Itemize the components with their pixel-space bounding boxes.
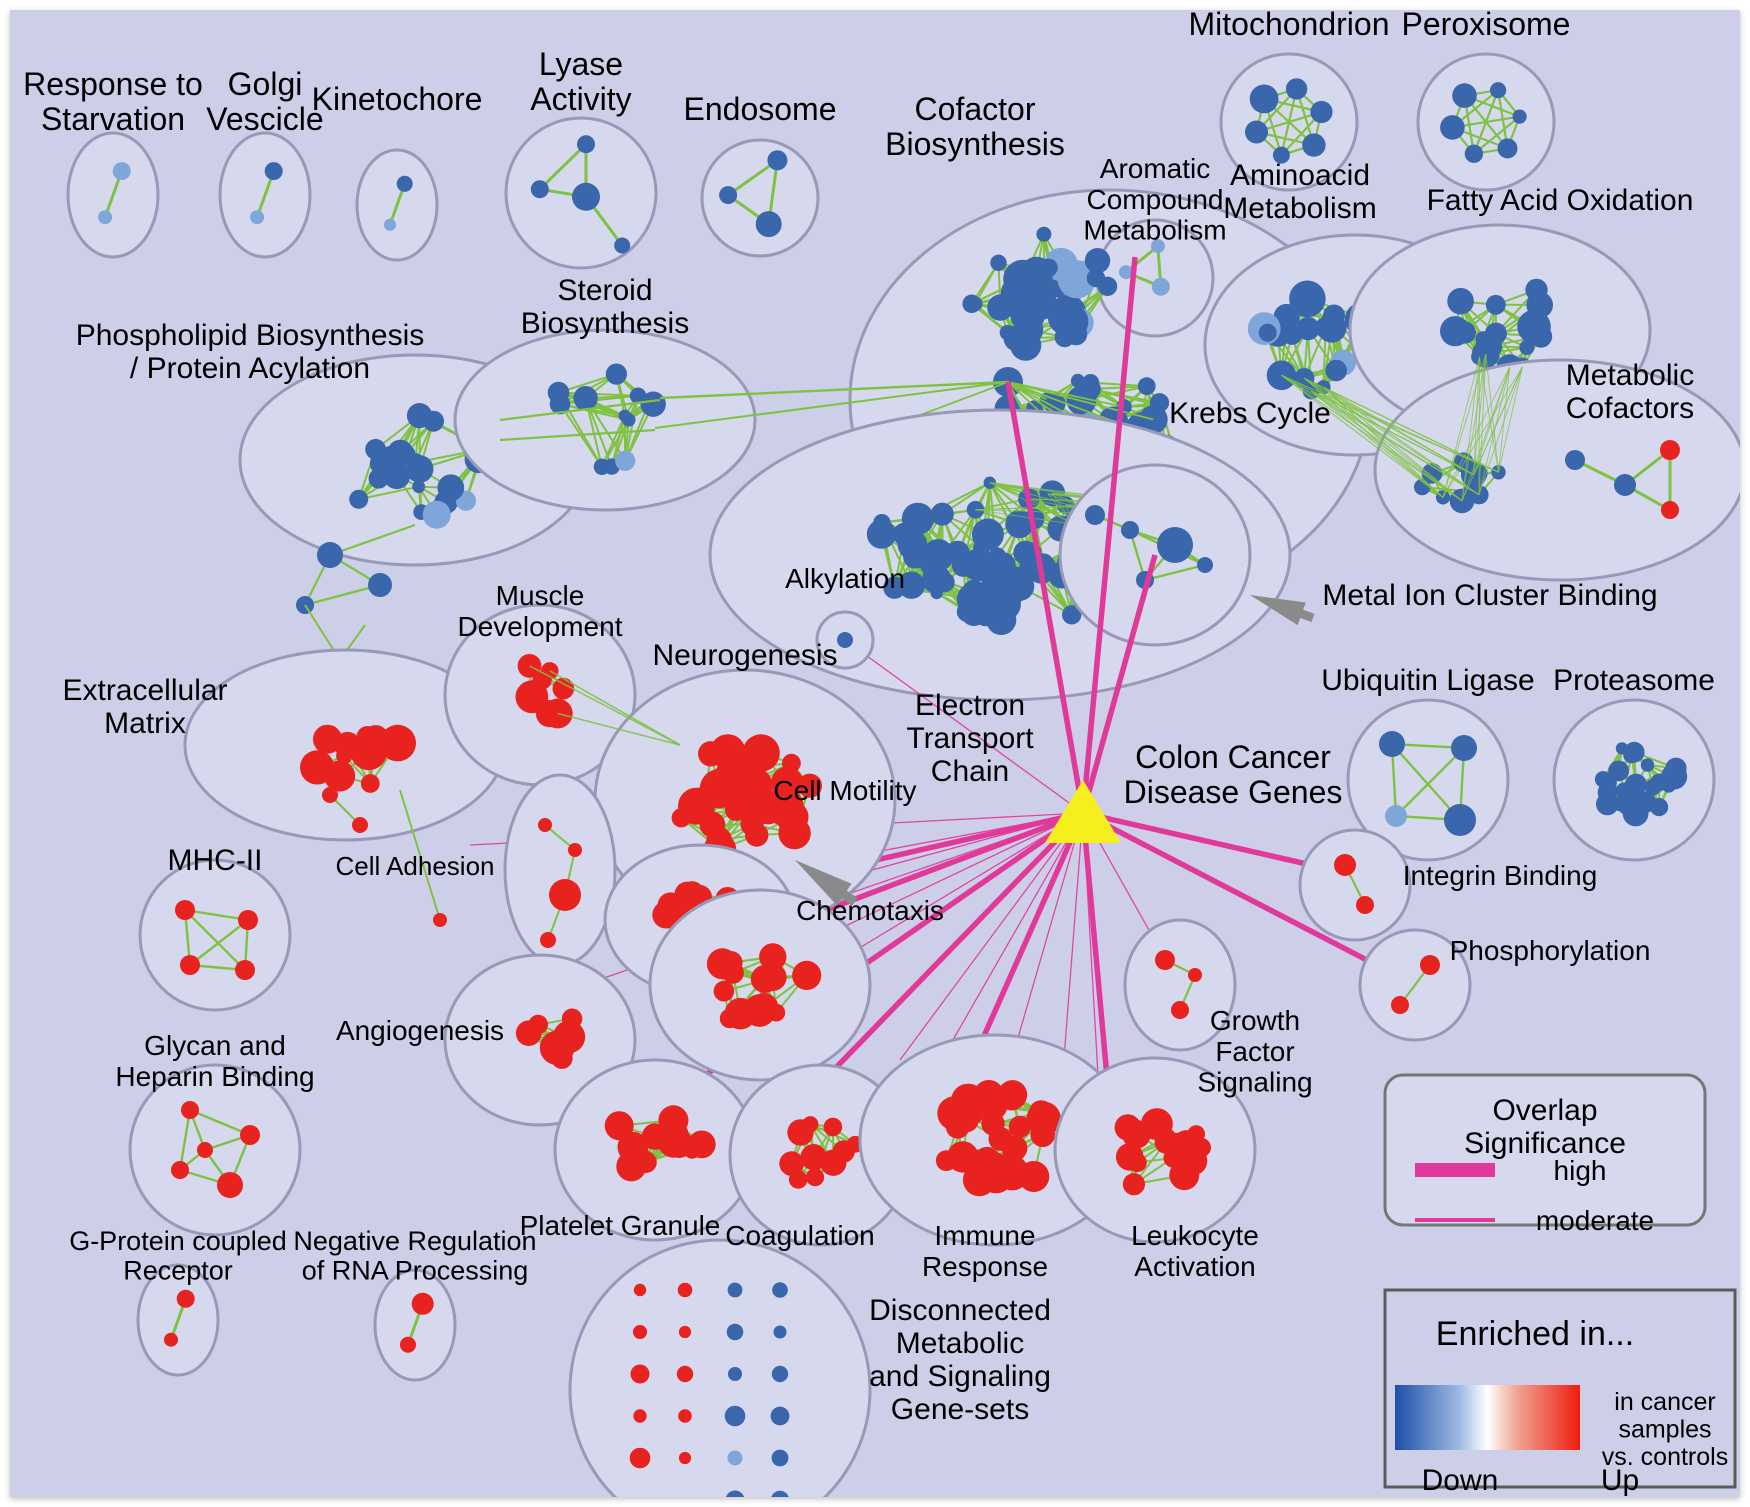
svg-text:high: high: [1554, 1155, 1607, 1186]
svg-text:Proteasome: Proteasome: [1553, 664, 1715, 697]
svg-text:Angiogenesis: Angiogenesis: [336, 1015, 504, 1046]
svg-text:Cell Motility: Cell Motility: [773, 775, 916, 806]
svg-text:Chemotaxis: Chemotaxis: [796, 895, 944, 926]
svg-text:Enriched in...: Enriched in...: [1436, 1315, 1634, 1353]
svg-text:Mitochondrion: Mitochondrion: [1189, 10, 1390, 42]
svg-text:Fatty Acid Oxidation: Fatty Acid Oxidation: [1427, 184, 1694, 217]
svg-text:Alkylation: Alkylation: [785, 563, 905, 594]
svg-text:Metal Ion Cluster Binding: Metal Ion Cluster Binding: [1322, 579, 1657, 612]
svg-text:Neurogenesis: Neurogenesis: [652, 639, 837, 672]
svg-text:Peroxisome: Peroxisome: [1402, 10, 1571, 42]
svg-text:Krebs Cycle: Krebs Cycle: [1169, 397, 1331, 430]
svg-text:Platelet Granule: Platelet Granule: [520, 1210, 721, 1241]
svg-text:Endosome: Endosome: [684, 91, 837, 127]
svg-text:Ubiquitin Ligase: Ubiquitin Ligase: [1321, 664, 1534, 697]
svg-text:moderate: moderate: [1536, 1205, 1654, 1236]
svg-text:Coagulation: Coagulation: [725, 1220, 874, 1251]
svg-text:Integrin Binding: Integrin Binding: [1403, 860, 1598, 891]
svg-text:Kinetochore: Kinetochore: [312, 81, 483, 117]
svg-text:Cell Adhesion: Cell Adhesion: [336, 851, 495, 881]
svg-text:Down: Down: [1422, 1464, 1499, 1497]
svg-text:MHC-II: MHC-II: [168, 844, 263, 877]
svg-text:Phosphorylation: Phosphorylation: [1450, 935, 1651, 966]
